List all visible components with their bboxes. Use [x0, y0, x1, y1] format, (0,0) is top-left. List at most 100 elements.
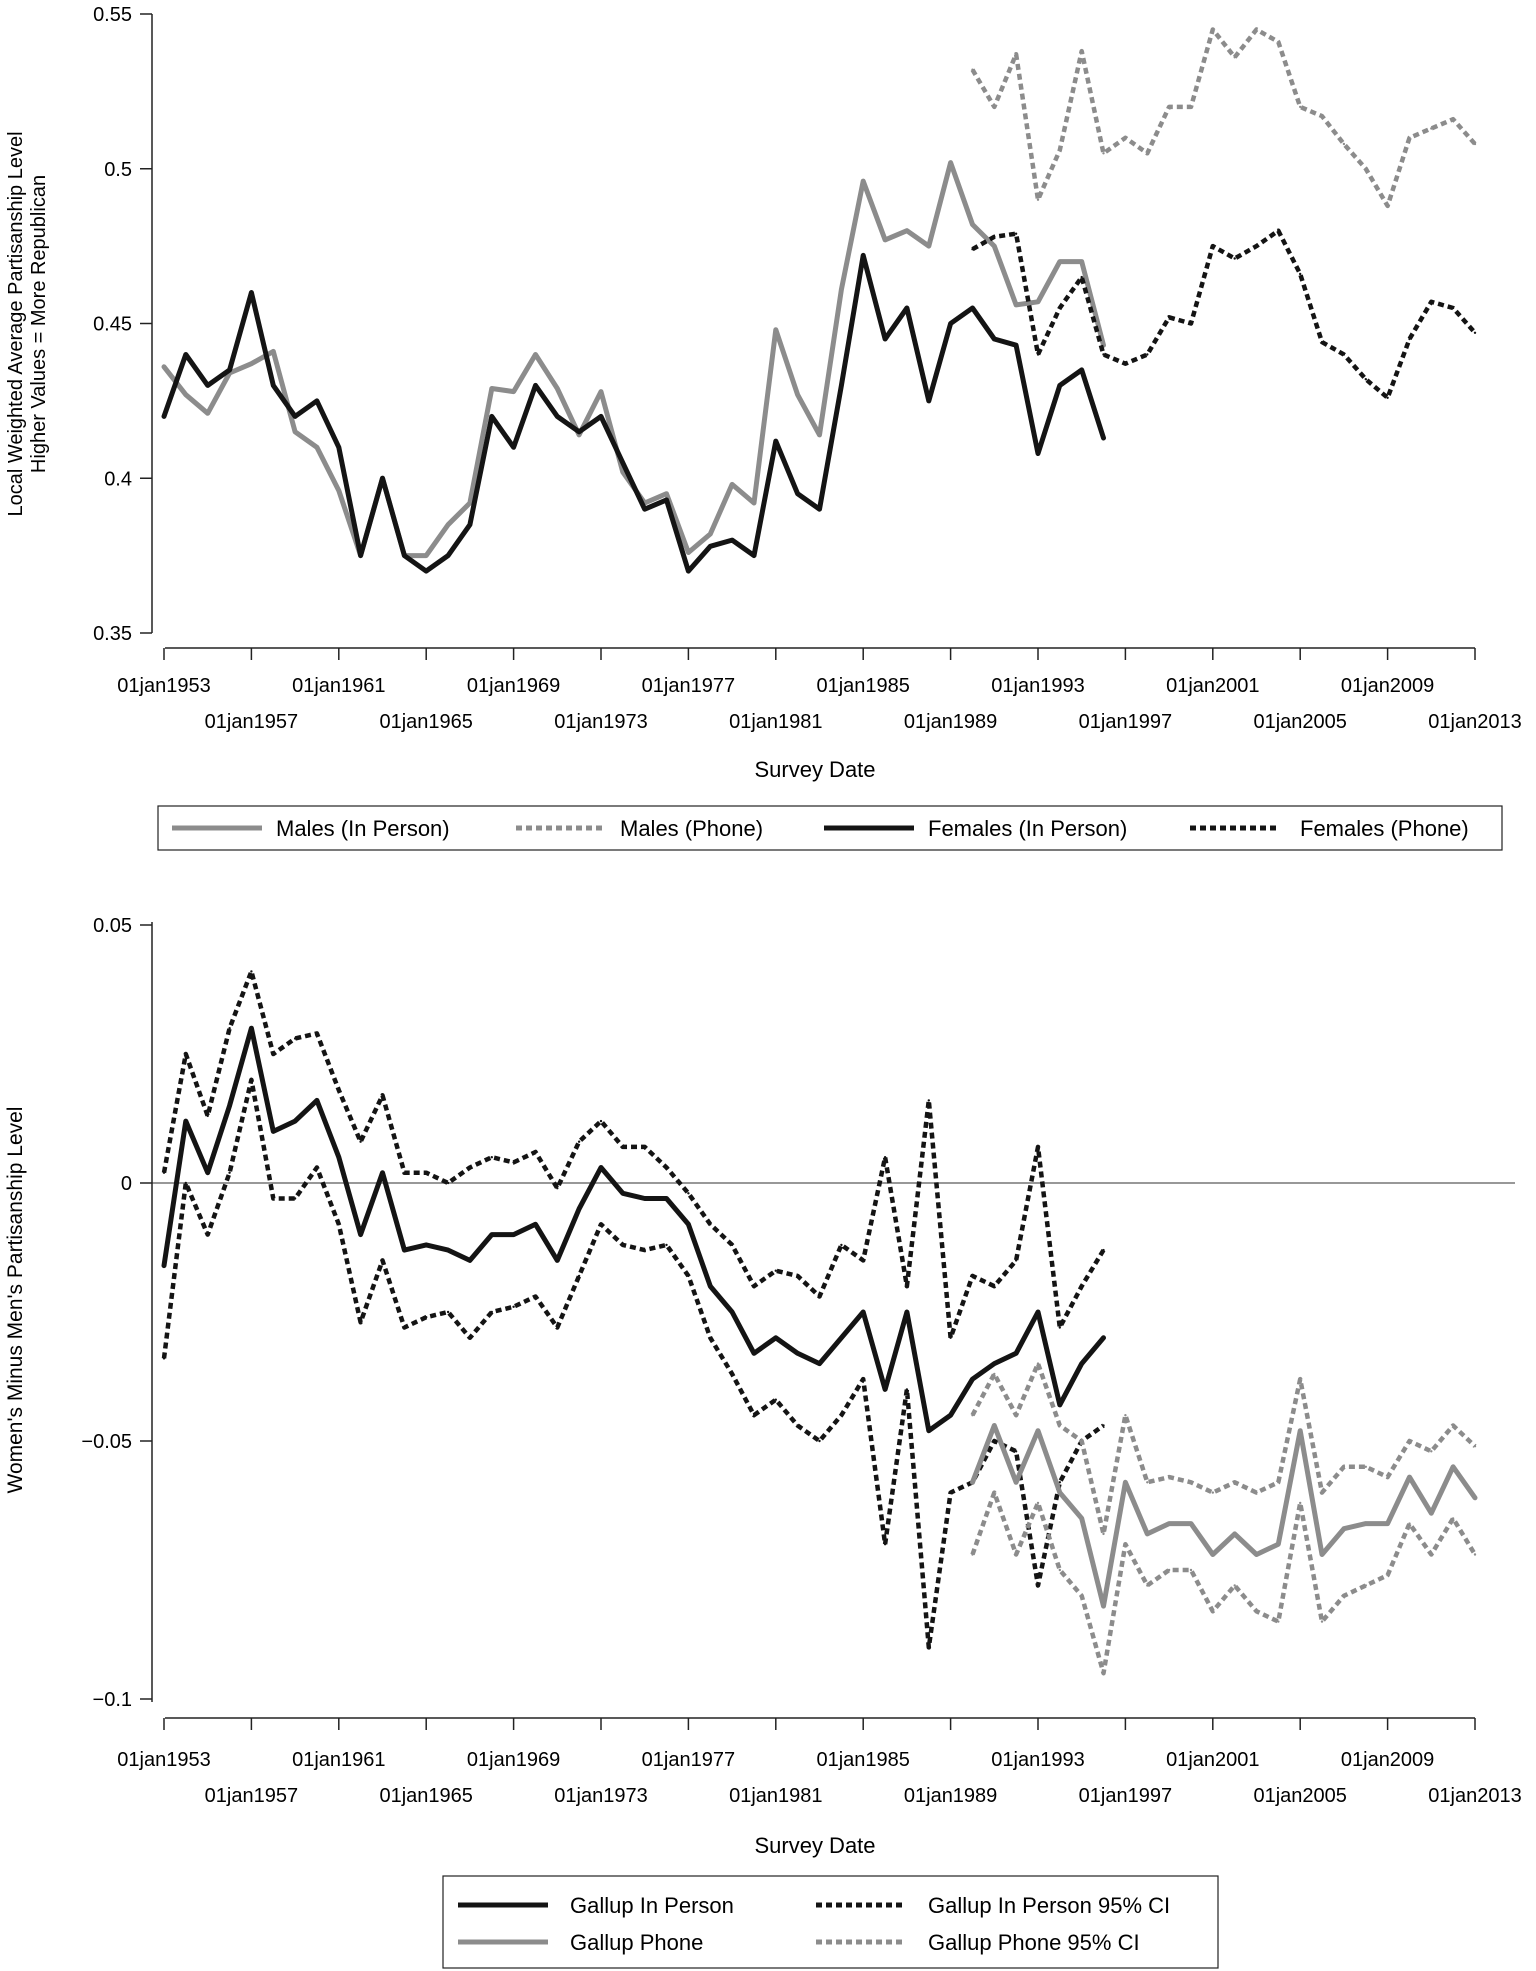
data-point-gallup-in-person [905, 1310, 909, 1314]
series-line-gallup-phone-95-ci-lower [970, 1490, 1477, 1676]
chart-2-legend: Gallup In Person Gallup In Person 95% CI… [442, 1875, 1219, 1969]
data-point-gallup-phone-95-ci-lower [1211, 1610, 1215, 1613]
data-point-females-in-person [577, 430, 581, 433]
data-point-males-in-person [1014, 303, 1018, 307]
data-point-females-phone [1080, 275, 1083, 279]
data-point-gallup-in-person-95-ci-lower [162, 1357, 166, 1360]
chart-2-x-tick-label: 01jan1977 [642, 1749, 735, 1771]
data-point-males-phone [1451, 118, 1455, 121]
data-point-gallup-in-person-95-ci-upper [621, 1145, 624, 1149]
data-point-gallup-phone-95-ci-upper [1167, 1475, 1171, 1479]
data-point-gallup-in-person-95-ci-lower [534, 1295, 537, 1298]
data-point-gallup-phone [1124, 1481, 1127, 1484]
data-point-gallup-phone-95-ci-upper [1430, 1450, 1433, 1453]
data-point-gallup-in-person-95-ci-lower [359, 1321, 362, 1324]
data-point-gallup-in-person [949, 1414, 952, 1417]
data-point-females-phone [1146, 353, 1149, 356]
data-point-females-in-person [228, 368, 231, 372]
data-point-males-in-person [577, 433, 581, 437]
partisanship-by-sex-chart: 0.350.40.450.50.55 01jan195301jan195701j… [5, 4, 1522, 851]
data-point-gallup-in-person-95-ci-lower [206, 1233, 209, 1236]
data-point-gallup-in-person-95-ci-upper [665, 1166, 668, 1169]
data-point-gallup-phone [1430, 1512, 1433, 1515]
chart-1-x-tick-label: 01jan2005 [1253, 711, 1346, 733]
data-point-gallup-phone-95-ci-lower [1102, 1672, 1105, 1675]
data-point-gallup-in-person-95-ci-upper [1080, 1285, 1083, 1288]
data-point-gallup-in-person [1014, 1352, 1018, 1355]
data-point-males-phone [1036, 198, 1040, 201]
data-point-gallup-phone-95-ci-upper [1342, 1465, 1346, 1469]
data-point-gallup-in-person [993, 1362, 996, 1365]
data-point-gallup-in-person [381, 1171, 384, 1174]
data-point-females-phone [1233, 257, 1236, 260]
data-point-males-in-person [1036, 300, 1040, 303]
data-point-females-phone [1014, 232, 1018, 235]
data-point-gallup-in-person-95-ci-lower [818, 1439, 821, 1443]
chart-1-y-label-line-1: Local Weighted Average Partisanship Leve… [5, 131, 27, 516]
data-point-gallup-in-person [665, 1197, 668, 1200]
data-point-males-phone [1189, 105, 1193, 109]
data-point-gallup-phone-95-ci-lower [1320, 1620, 1324, 1623]
data-point-gallup-in-person [862, 1310, 865, 1314]
data-point-gallup-phone [1408, 1475, 1411, 1479]
data-point-males-in-person [315, 446, 319, 449]
data-point-females-in-person [883, 337, 887, 341]
data-point-gallup-in-person [927, 1429, 930, 1432]
data-point-gallup-phone-95-ci-upper [1277, 1481, 1280, 1484]
data-point-gallup-in-person-95-ci-upper [359, 1140, 362, 1143]
data-point-gallup-phone-95-ci-upper [1146, 1481, 1149, 1484]
data-point-gallup-phone [1146, 1532, 1149, 1536]
data-point-females-in-person [730, 538, 734, 542]
data-point-gallup-phone-95-ci-lower [1255, 1610, 1258, 1613]
data-point-females-phone [1364, 378, 1368, 381]
data-point-gallup-phone-95-ci-upper [993, 1372, 996, 1376]
data-point-gallup-phone-95-ci-lower [1189, 1568, 1193, 1572]
data-point-gallup-in-person [774, 1336, 777, 1340]
data-point-gallup-phone-95-ci-upper [1386, 1475, 1389, 1479]
series-line-females-in-person [161, 252, 1106, 574]
data-point-gallup-in-person [577, 1207, 581, 1211]
data-point-gallup-in-person-95-ci-lower [621, 1243, 624, 1247]
data-point-gallup-phone-95-ci-lower [1473, 1553, 1477, 1556]
data-point-gallup-in-person-95-ci-upper [206, 1114, 209, 1118]
chart-2-legend-label-gallup-phone-ci: Gallup Phone 95% CI [928, 1930, 1140, 1955]
data-point-gallup-phone [1189, 1522, 1193, 1525]
chart-2-x-tick-label: 01jan1989 [904, 1785, 997, 1807]
data-point-gallup-phone-95-ci-upper [1080, 1439, 1083, 1443]
chart-1-x-tick-label: 01jan1981 [729, 711, 822, 733]
data-point-males-phone [1102, 152, 1105, 155]
data-point-females-in-person [490, 415, 493, 418]
data-point-gallup-in-person-95-ci-upper [949, 1336, 952, 1340]
data-point-gallup-in-person-95-ci-lower [1058, 1481, 1062, 1484]
data-point-gallup-in-person [403, 1248, 406, 1252]
chart-2-x-tick-label: 01jan1961 [292, 1749, 385, 1771]
chart-1-legend-label-females-phone: Females (Phone) [1300, 816, 1469, 841]
data-point-gallup-in-person [599, 1166, 603, 1169]
data-point-gallup-in-person [184, 1119, 187, 1123]
data-point-males-phone [1320, 114, 1324, 118]
data-point-males-phone [971, 68, 974, 71]
data-point-gallup-phone-95-ci-upper [1320, 1491, 1324, 1494]
data-point-females-in-person [293, 415, 297, 418]
data-point-gallup-phone-95-ci-lower [1146, 1584, 1149, 1587]
data-point-gallup-in-person-95-ci-lower [272, 1197, 275, 1200]
data-point-gallup-phone [1255, 1553, 1258, 1556]
data-point-males-phone [1364, 167, 1368, 170]
chart-1-y-tick-label: 0.45 [93, 314, 132, 336]
data-point-gallup-in-person [1080, 1362, 1083, 1365]
data-point-gallup-phone [1102, 1604, 1105, 1608]
data-point-males-phone [1277, 40, 1280, 44]
data-point-gallup-phone [1211, 1553, 1215, 1556]
data-point-gallup-phone-95-ci-lower [1408, 1522, 1411, 1525]
chart-2-y-tick-label: −0.05 [81, 1431, 132, 1453]
data-point-gallup-in-person [840, 1336, 843, 1340]
data-point-females-in-person [818, 508, 821, 511]
data-point-gallup-phone-95-ci-upper [1451, 1424, 1455, 1427]
data-point-gallup-phone-95-ci-upper [1255, 1491, 1258, 1494]
data-point-gallup-in-person-95-ci-upper [643, 1145, 646, 1149]
data-point-gallup-phone-95-ci-lower [1277, 1620, 1280, 1623]
data-point-gallup-phone [1036, 1429, 1040, 1432]
data-point-gallup-in-person-95-ci-upper [883, 1156, 887, 1159]
data-point-gallup-phone-95-ci-upper [1036, 1362, 1040, 1365]
